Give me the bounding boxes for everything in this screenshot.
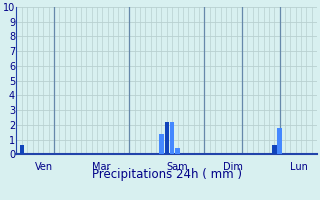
Bar [159, 134, 164, 154]
Bar [164, 122, 169, 154]
Text: Dim: Dim [223, 162, 243, 172]
Text: Mar: Mar [92, 162, 110, 172]
Text: Ven: Ven [35, 162, 53, 172]
Bar [277, 128, 282, 154]
Text: Lun: Lun [290, 162, 308, 172]
Bar [272, 145, 276, 154]
Bar [20, 145, 24, 154]
X-axis label: Précipitations 24h ( mm ): Précipitations 24h ( mm ) [92, 168, 242, 181]
Bar [170, 122, 174, 154]
Text: Sam: Sam [167, 162, 188, 172]
Bar [175, 148, 180, 154]
